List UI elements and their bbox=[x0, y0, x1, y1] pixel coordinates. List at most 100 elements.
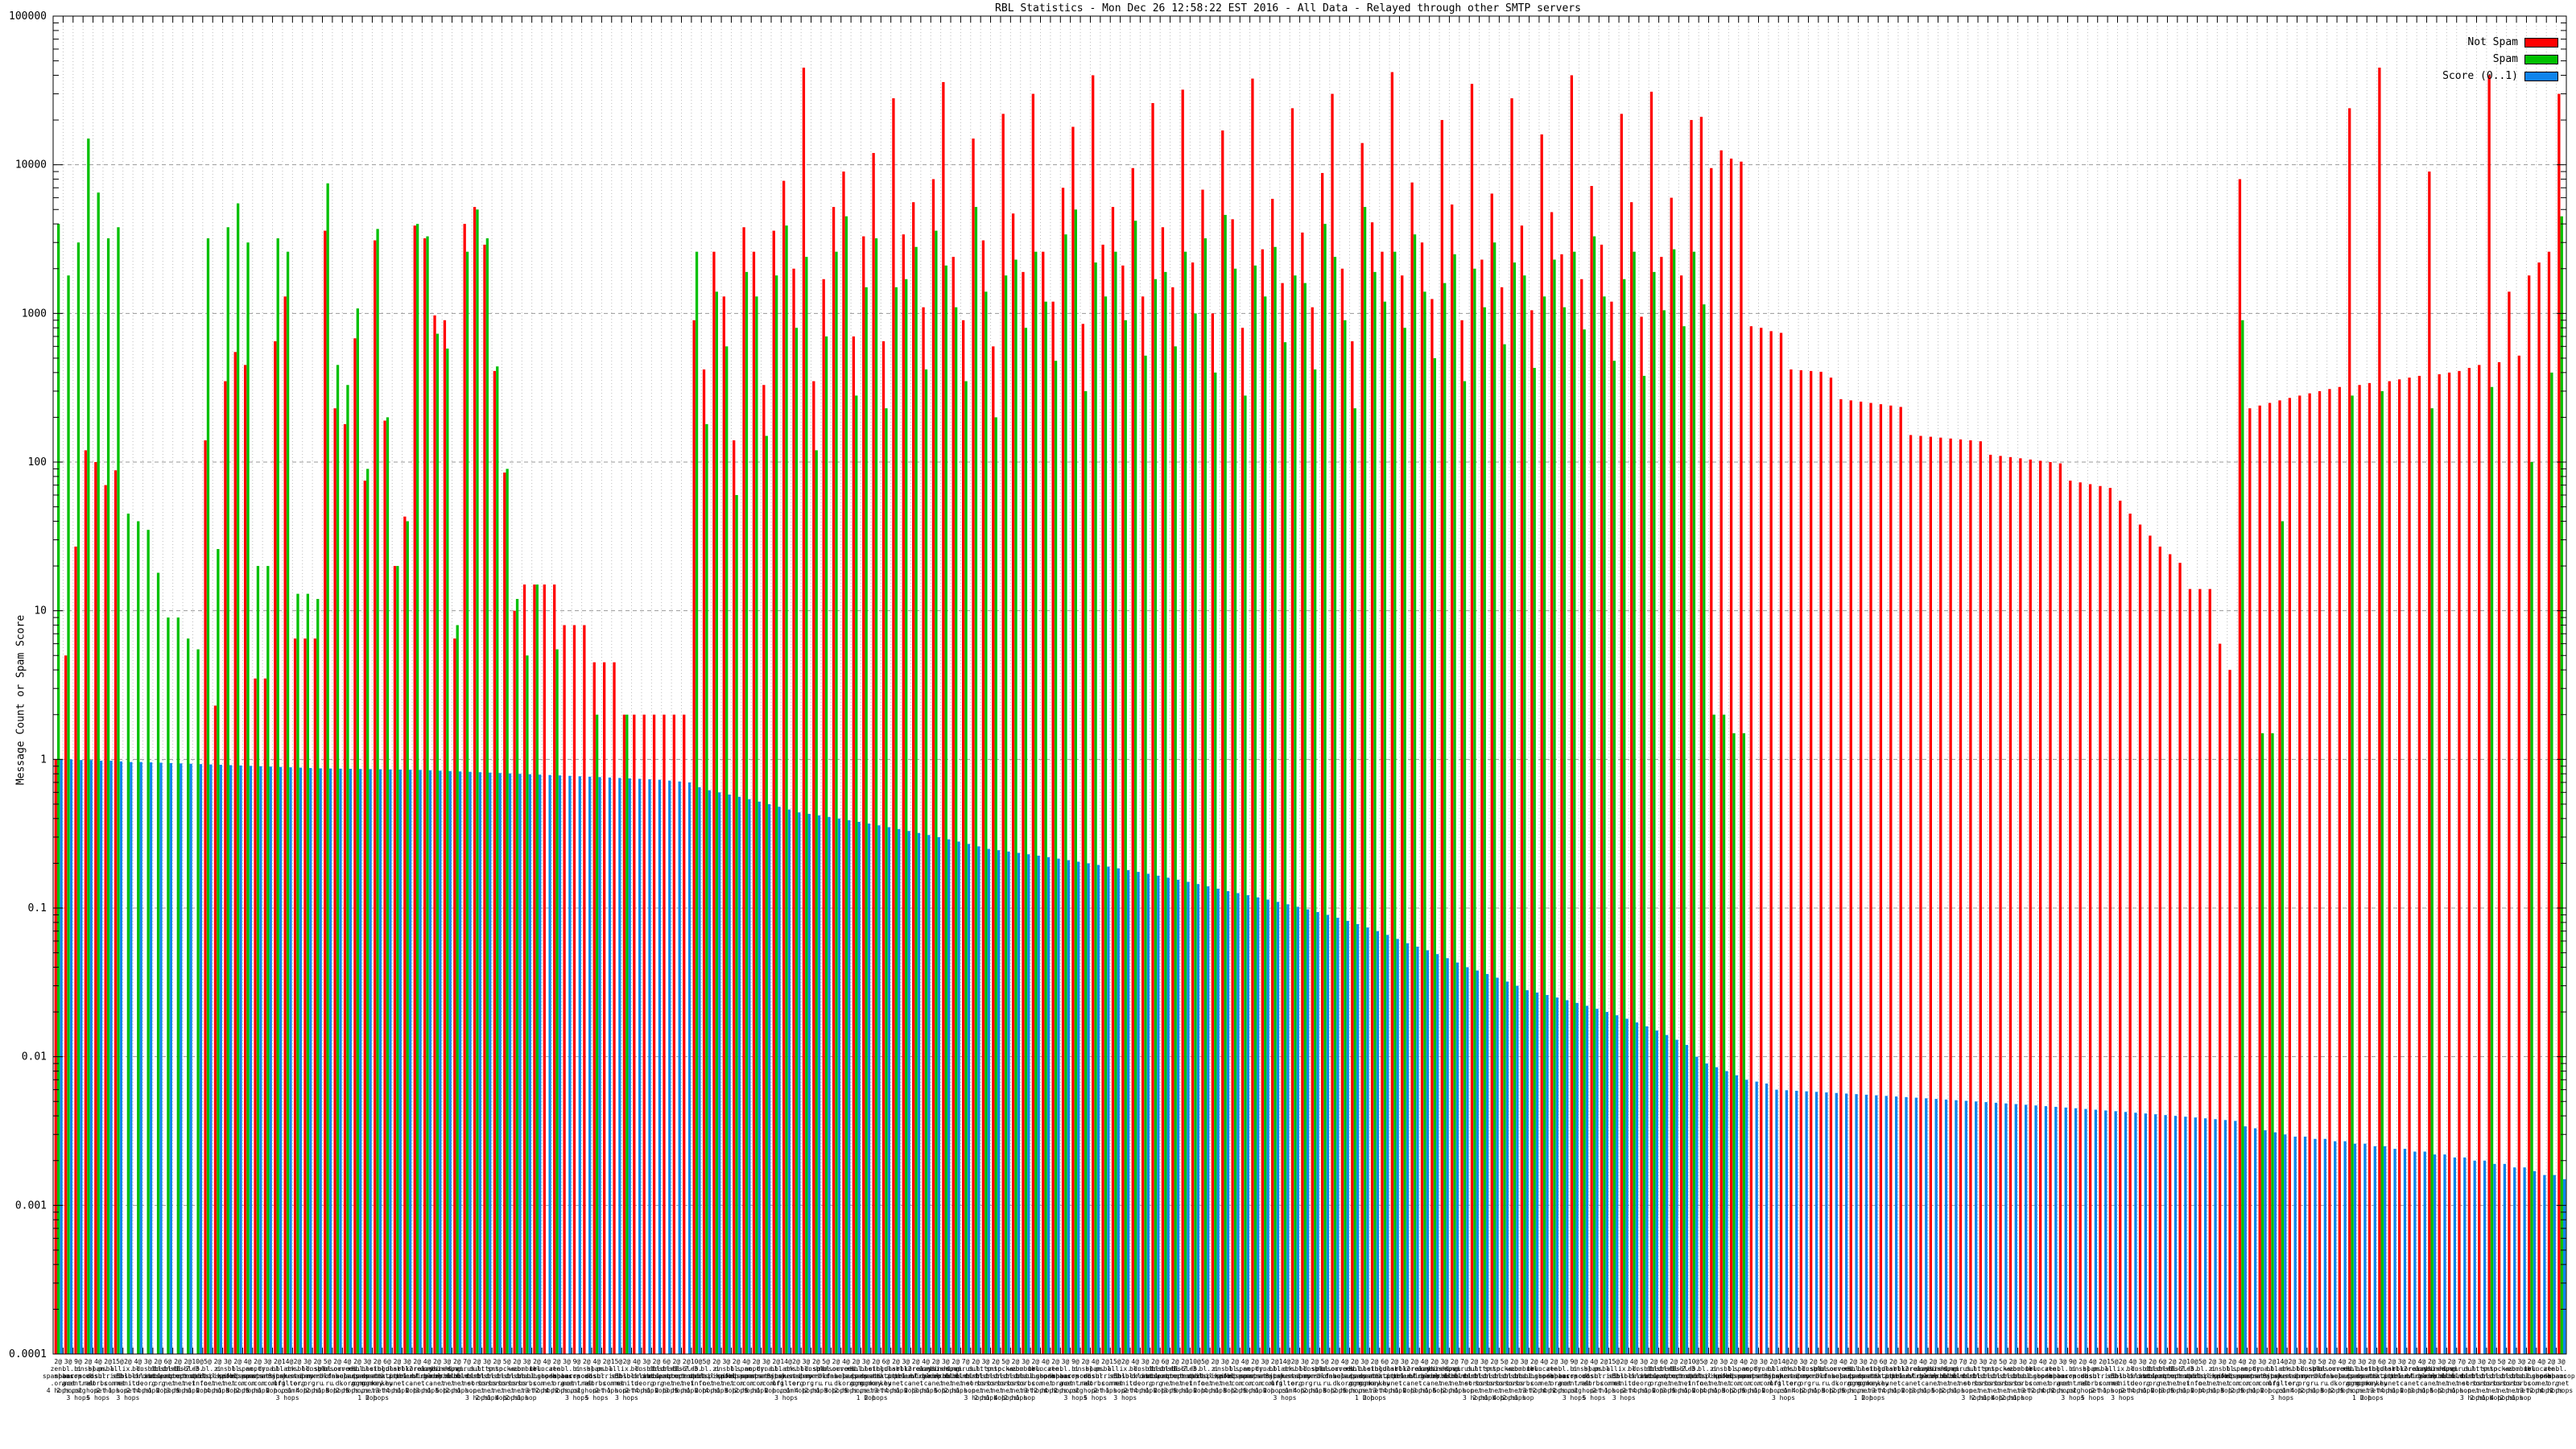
bar-not-spam bbox=[1430, 299, 1434, 1355]
x-category-label: 2@ dnsbl. justspam .org 1 hop bbox=[282, 1358, 313, 1394]
bar-score bbox=[967, 844, 971, 1354]
x-category-label: 3@ http. dnsbl. sorbs .net 2 hops bbox=[974, 1358, 997, 1402]
bar-spam bbox=[217, 549, 220, 1354]
bar-not-spam bbox=[862, 236, 865, 1355]
bar-not-spam bbox=[423, 238, 427, 1354]
bar-not-spam bbox=[1141, 296, 1145, 1354]
x-category-label: 3@ bl. drmx .org 4 hops bbox=[2290, 1358, 2314, 1394]
bar-not-spam bbox=[652, 714, 656, 1354]
bar-score bbox=[1067, 860, 1070, 1354]
bar-not-spam bbox=[453, 638, 456, 1354]
x-category-label: 7@ virus. rbl.msrbl .net 1 hop bbox=[449, 1358, 485, 1394]
x-category-label: 10@ db. wpbl .info 1 hop bbox=[687, 1358, 706, 1394]
bar-score bbox=[708, 790, 711, 1354]
bar-not-spam bbox=[1061, 188, 1065, 1354]
bar-score bbox=[419, 770, 422, 1354]
x-category-label: 4@ relays. bl.gweep .ca 3 hops bbox=[411, 1358, 443, 1394]
bar-score bbox=[2533, 1170, 2537, 1354]
bar-not-spam bbox=[733, 440, 736, 1354]
bar-not-spam bbox=[2218, 643, 2222, 1354]
bar-not-spam bbox=[2467, 368, 2471, 1354]
x-category-label: 2@ dnsbl. rymsho .ru 2 hops bbox=[804, 1358, 828, 1394]
bar-score bbox=[1555, 997, 1559, 1354]
x-category-label: 4@ bl. blocklist .de 2 hops bbox=[1616, 1358, 1652, 1394]
bar-not-spam bbox=[2228, 670, 2231, 1354]
x-category-label: 4@ spam. dnsbl. sorbs .net 5 hops bbox=[1084, 1358, 1107, 1402]
bar-not-spam bbox=[503, 473, 506, 1354]
bar-spam bbox=[1323, 224, 1327, 1354]
bar-score bbox=[239, 765, 242, 1354]
x-category-label: 5@ rbl. rbldns .ru 1 hop bbox=[815, 1358, 838, 1394]
bar-spam bbox=[1044, 301, 1047, 1355]
bar-score bbox=[848, 819, 851, 1354]
x-category-label: 4@ spam. spamrats .com 2 hops bbox=[1728, 1358, 1760, 1394]
bar-not-spam bbox=[2079, 482, 2082, 1354]
x-category-label: 4@ bl. blocklist .de 2 hops bbox=[121, 1358, 156, 1394]
bar-spam bbox=[765, 436, 768, 1354]
bar-not-spam bbox=[1401, 275, 1404, 1355]
bar-score bbox=[1446, 958, 1449, 1354]
bar-spam bbox=[1074, 209, 1077, 1354]
y-tick-label: 10 bbox=[34, 605, 47, 617]
bar-spam bbox=[1423, 291, 1426, 1355]
bar-not-spam bbox=[1470, 84, 1474, 1355]
bar-not-spam bbox=[1191, 262, 1195, 1355]
bar-not-spam bbox=[712, 251, 716, 1355]
bar-score bbox=[1316, 911, 1319, 1354]
y-tick-label: 100000 bbox=[9, 10, 47, 23]
x-category-label: 3@ bl. spamcop .net 2 hops bbox=[1550, 1358, 1578, 1394]
bar-score bbox=[428, 770, 432, 1354]
bar-spam bbox=[1473, 268, 1476, 1354]
bar-score bbox=[2543, 1174, 2546, 1354]
bar-spam bbox=[1533, 368, 1536, 1354]
x-category-label: 2@ smtp. dnsbl. sorbs .net 1 hop bbox=[485, 1358, 509, 1402]
bar-score bbox=[328, 768, 332, 1354]
bar-score bbox=[787, 809, 791, 1354]
x-category-label: 4@ orvedb. aupads .org 2 hops bbox=[1830, 1358, 1857, 1394]
x-category-label: 2@ cbl. abuseat .org 1 hop bbox=[1641, 1358, 1668, 1394]
bar-score bbox=[2104, 1110, 2107, 1354]
bar-score bbox=[2433, 1154, 2437, 1354]
bar-not-spam bbox=[522, 584, 526, 1354]
x-category-label: 2@ dnsbl-3. uceprotect .net 5 hops bbox=[1665, 1358, 1703, 1394]
bar-not-spam bbox=[233, 352, 237, 1354]
bar-score bbox=[1096, 865, 1100, 1354]
bar-spam bbox=[1164, 271, 1167, 1354]
bar-spam bbox=[985, 291, 988, 1355]
y-tick-label: 1 bbox=[40, 753, 47, 766]
x-category-label: 2@ ubl. unsubscore .com 3 hops bbox=[1515, 1358, 1554, 1394]
x-category-label: 4@ orvedb. aupads .org 2 hops bbox=[832, 1358, 860, 1394]
bar-score bbox=[2563, 1179, 2566, 1354]
bar-score bbox=[1616, 1015, 1619, 1354]
bar-score bbox=[469, 771, 472, 1354]
x-category-label: 2@ rsbl. aupads .org 5 hops bbox=[2340, 1358, 2363, 1394]
x-category-label: 2@ cbl. abuseat .org 1 hop bbox=[2139, 1358, 2166, 1394]
bar-score bbox=[279, 766, 283, 1354]
bar-spam bbox=[1203, 238, 1208, 1354]
bar-score bbox=[1486, 973, 1489, 1354]
x-category-label: 5@ rbl. rbldns .ru 1 hop bbox=[316, 1358, 339, 1394]
x-category-label: 5@ rbl. rbldns .ru 1 hop bbox=[2310, 1358, 2334, 1394]
bar-not-spam bbox=[613, 662, 616, 1354]
x-category-label: 4@ spam. dnsbl. sorbs .net 5 hops bbox=[86, 1358, 109, 1402]
bar-not-spam bbox=[204, 440, 207, 1354]
bar-spam bbox=[87, 138, 90, 1354]
bar-spam bbox=[555, 649, 559, 1354]
bar-not-spam bbox=[2517, 355, 2520, 1354]
bar-score bbox=[1426, 950, 1429, 1354]
bar-spam bbox=[1553, 259, 1556, 1354]
x-category-label: 6@ singular. ttk.pte .hu 3 hops bbox=[869, 1358, 903, 1394]
x-category-label: 2@ dnsbl. zapbl .net 4 hops bbox=[1383, 1358, 1406, 1394]
bar-not-spam bbox=[1989, 454, 1992, 1355]
y-tick-label: 100 bbox=[28, 456, 47, 469]
bar-score bbox=[2044, 1106, 2048, 1354]
bar-score bbox=[2253, 1128, 2257, 1354]
x-category-label: 2@ spamsources. fabel .dk 3 hops bbox=[314, 1358, 361, 1394]
x-category-label: 3@ bl. spamcop .net 2 hops bbox=[2050, 1358, 2077, 1394]
bar-not-spam bbox=[1560, 254, 1563, 1355]
bar-score bbox=[149, 762, 153, 1354]
bar-not-spam bbox=[1570, 75, 1574, 1355]
bar-score bbox=[1176, 879, 1180, 1354]
bar-spam bbox=[237, 203, 240, 1355]
bar-score bbox=[189, 763, 192, 1354]
